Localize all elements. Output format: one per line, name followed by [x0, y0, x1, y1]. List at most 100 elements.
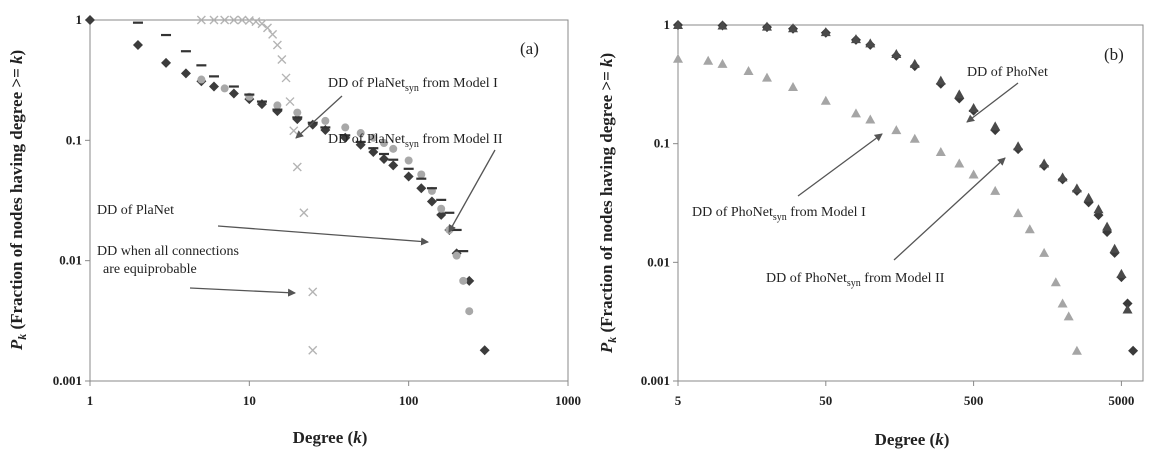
x-axis-title-b: Degree (k)	[875, 430, 950, 449]
data-point	[220, 84, 229, 93]
arrow-model2-a	[448, 149, 496, 233]
data-point	[452, 251, 461, 260]
data-point	[404, 156, 413, 165]
arrow-equi-a	[189, 287, 296, 297]
data-point	[935, 147, 946, 157]
axis-ticks-b: 0.001 0.01 0.1 1 5 50 500 5000	[641, 17, 1135, 408]
data-point	[268, 29, 278, 39]
data-point	[293, 108, 302, 117]
data-point	[479, 345, 490, 356]
data-point	[220, 15, 230, 25]
y-tick-label: 0.01	[59, 253, 82, 268]
data-point	[865, 114, 876, 124]
data-point	[1083, 192, 1094, 202]
x-axis-title-a: Degree (k)	[293, 428, 368, 447]
data-point	[299, 208, 309, 218]
series-b-0	[673, 20, 1139, 356]
data-point	[237, 15, 247, 25]
x-tick-label: 1000	[555, 393, 581, 408]
data-point	[161, 57, 172, 68]
data-point	[369, 133, 378, 142]
y-tick-label: 0.001	[53, 373, 82, 388]
data-point	[820, 27, 831, 37]
y-axis-title-a: Pk (Fraction of nodes having degree >= k…	[7, 50, 29, 351]
data-point	[307, 119, 318, 130]
series-a-0	[85, 15, 490, 356]
arrow-model1-b	[797, 133, 883, 197]
panel-label-b: (b)	[1104, 45, 1124, 64]
data-point	[673, 53, 683, 63]
data-point	[968, 169, 979, 179]
data-point	[850, 108, 861, 118]
data-point	[820, 95, 831, 105]
data-point	[717, 20, 728, 30]
data-point	[208, 81, 219, 92]
data-point	[273, 101, 282, 110]
data-point	[257, 19, 267, 29]
y-tick-label: 1	[664, 17, 671, 32]
x-tick-label: 500	[964, 393, 984, 408]
data-point	[673, 20, 683, 29]
data-point	[865, 38, 876, 48]
data-point	[389, 144, 398, 153]
plot-frame-b	[677, 24, 1144, 382]
annotation-equi-line1-a: DD when all connections	[97, 244, 239, 259]
chart-a: 0.001 0.01 0.1 1 1 10 100 1000 (a) Pk (Fraction…	[7, 12, 581, 447]
data-point	[743, 65, 754, 75]
y-tick-label: 1	[76, 12, 83, 27]
data-point	[788, 82, 799, 92]
data-point	[132, 39, 143, 50]
data-point	[954, 158, 965, 168]
plot-frame-a	[89, 19, 569, 382]
data-point	[788, 23, 799, 33]
y-tick-label: 0.1	[654, 136, 670, 151]
series-b-2	[673, 53, 1082, 355]
data-point	[85, 15, 95, 25]
data-point	[1128, 345, 1139, 356]
data-point	[1093, 204, 1104, 214]
data-point	[379, 139, 388, 148]
y-tick-label: 0.01	[647, 254, 670, 269]
data-point	[761, 21, 772, 31]
data-point	[262, 23, 272, 33]
series-group-b	[673, 20, 1139, 356]
data-point	[1039, 247, 1050, 257]
data-point	[891, 48, 902, 58]
data-point	[935, 75, 946, 85]
data-point	[761, 72, 772, 82]
data-point	[417, 170, 426, 179]
data-point	[1116, 268, 1127, 278]
data-point	[403, 171, 414, 182]
data-point	[1122, 304, 1133, 314]
x-tick-label: 100	[399, 393, 419, 408]
data-point	[292, 162, 302, 172]
arrow-planet-a	[217, 225, 429, 246]
annotation-model1-a: DD of PlaNetsyn from Model I	[328, 76, 498, 94]
data-point	[289, 126, 299, 136]
data-point	[909, 133, 920, 143]
data-point	[437, 204, 446, 213]
arrow-phonet-b	[966, 82, 1019, 123]
data-point	[209, 15, 219, 25]
data-point	[990, 185, 1001, 195]
data-point	[416, 183, 427, 194]
x-tick-label: 10	[243, 393, 256, 408]
panel-label-a: (a)	[520, 39, 539, 58]
data-point	[356, 129, 365, 138]
series-a-2	[132, 21, 469, 253]
x-tick-label: 1	[87, 393, 94, 408]
data-point	[281, 73, 291, 83]
data-point	[272, 40, 282, 50]
series-a-1	[197, 75, 474, 316]
data-point	[229, 15, 239, 25]
chart-b: 0.001 0.01 0.1 1 5 50 500 5000 (b) Pk (Fraction…	[597, 17, 1144, 449]
annotation-planet-a: DD of PlaNet	[97, 203, 174, 218]
annotation-model1-b: DD of PhoNetsyn from Model I	[692, 205, 866, 223]
data-point	[368, 146, 379, 157]
data-point	[196, 15, 206, 25]
arrow-model1-a	[295, 95, 343, 139]
data-point	[990, 121, 1001, 131]
data-point	[464, 275, 475, 286]
data-point	[954, 89, 965, 99]
